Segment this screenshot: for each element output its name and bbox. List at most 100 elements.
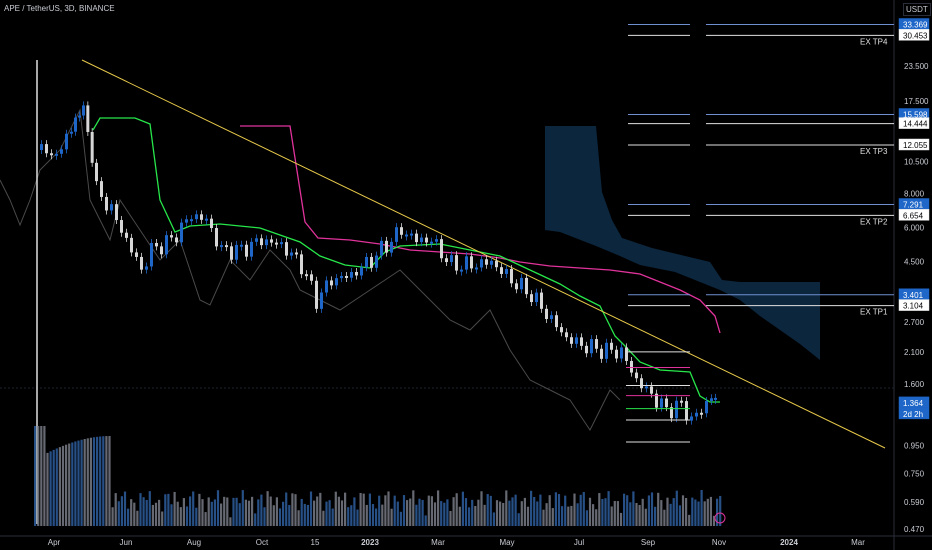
candle <box>150 242 153 267</box>
candle <box>400 227 403 235</box>
time-tick: May <box>499 538 514 547</box>
candle <box>260 238 263 246</box>
volume-bar <box>102 436 105 526</box>
volume-bar <box>216 490 220 526</box>
price-tick: 0.750 <box>904 470 925 479</box>
candle <box>640 378 643 389</box>
candle <box>675 400 678 419</box>
price-label: 3.104 <box>903 302 924 311</box>
candle <box>435 239 438 242</box>
volume-bar <box>158 499 161 526</box>
volume-bar <box>229 517 232 526</box>
candle <box>195 214 198 220</box>
volume-bar <box>359 492 362 526</box>
price-label-box <box>898 117 930 129</box>
volume-bar <box>458 506 461 526</box>
candle <box>100 181 103 197</box>
volume-bar <box>511 497 514 526</box>
volume-bar <box>207 497 210 526</box>
candle <box>335 278 338 286</box>
currency-selector[interactable]: USDT <box>903 3 931 16</box>
volume-bar <box>678 505 681 526</box>
volume-bar <box>629 502 632 526</box>
candle <box>570 337 573 344</box>
volume-bar <box>77 440 80 526</box>
volume-bar <box>161 511 164 526</box>
volume-bar <box>585 510 588 526</box>
volume-bar <box>316 496 319 526</box>
candle <box>650 386 653 394</box>
candle <box>115 204 118 221</box>
volume-bar <box>105 436 108 526</box>
volume-bar <box>579 494 582 526</box>
volume-bar <box>254 513 257 526</box>
price-label: 30.453 <box>903 31 928 40</box>
volume-bar <box>378 495 381 526</box>
volume-bar <box>573 493 576 526</box>
price-label-box <box>898 29 930 41</box>
volume-bar <box>210 501 213 526</box>
price-label-box <box>898 407 930 420</box>
volume-bar <box>344 492 347 526</box>
price-label: 33.369 <box>903 21 928 30</box>
volume-bar <box>309 491 313 526</box>
volume-bar <box>505 490 508 526</box>
supertrend-line <box>92 117 720 403</box>
volume-bar <box>86 438 89 526</box>
candle <box>575 337 578 344</box>
volume-bar <box>604 498 607 526</box>
volume-bar <box>393 495 396 526</box>
volume-bar <box>213 499 216 526</box>
volume-bar <box>61 445 65 526</box>
volume-bar <box>567 506 570 526</box>
volume-bar <box>275 497 278 526</box>
volume-bar <box>650 492 654 526</box>
volume-bar <box>142 497 145 526</box>
volume-bar <box>154 502 158 526</box>
candle <box>560 327 563 333</box>
candle <box>670 407 673 419</box>
candle <box>45 144 48 154</box>
price-tick: 17.500 <box>904 97 929 106</box>
volume-bar <box>427 495 430 526</box>
volume-bar <box>148 491 151 526</box>
volume-bar <box>74 441 77 526</box>
candle <box>290 252 293 256</box>
candle <box>190 219 193 222</box>
candle <box>625 347 628 361</box>
candle <box>550 315 553 320</box>
candle <box>370 256 373 268</box>
volume-bar <box>607 491 610 526</box>
candle <box>635 372 638 379</box>
volume-bar <box>613 500 616 526</box>
volume-bar <box>269 496 272 526</box>
volume-bar <box>697 501 700 526</box>
candle <box>425 237 428 243</box>
candle <box>610 342 613 350</box>
volume-bar <box>204 512 207 526</box>
volume-bar <box>322 510 325 526</box>
candle <box>120 220 123 233</box>
volume-bar <box>446 499 449 526</box>
candle <box>205 218 208 221</box>
volume-bar <box>52 449 55 526</box>
volume-bar <box>706 498 709 526</box>
price-label-box <box>898 299 930 311</box>
volume-bar <box>685 498 688 526</box>
ex-tp-annotation: EX TP3 <box>860 147 888 156</box>
volume-bar <box>282 501 285 526</box>
price-axis: 37.50023.50017.50010.5008.0006.0004.5002… <box>904 7 929 534</box>
volume-bar <box>80 439 83 526</box>
candle <box>245 244 248 257</box>
volume-bar <box>474 506 477 526</box>
price-tick: 0.470 <box>904 525 925 534</box>
volume-bar <box>508 500 511 526</box>
candle <box>520 277 523 290</box>
candle <box>305 274 308 277</box>
price-tick: 6.000 <box>904 224 925 233</box>
volume-bar <box>68 443 71 526</box>
volume-bar <box>334 491 337 526</box>
candle <box>95 162 98 182</box>
price-label: 2d 2h <box>903 410 923 419</box>
